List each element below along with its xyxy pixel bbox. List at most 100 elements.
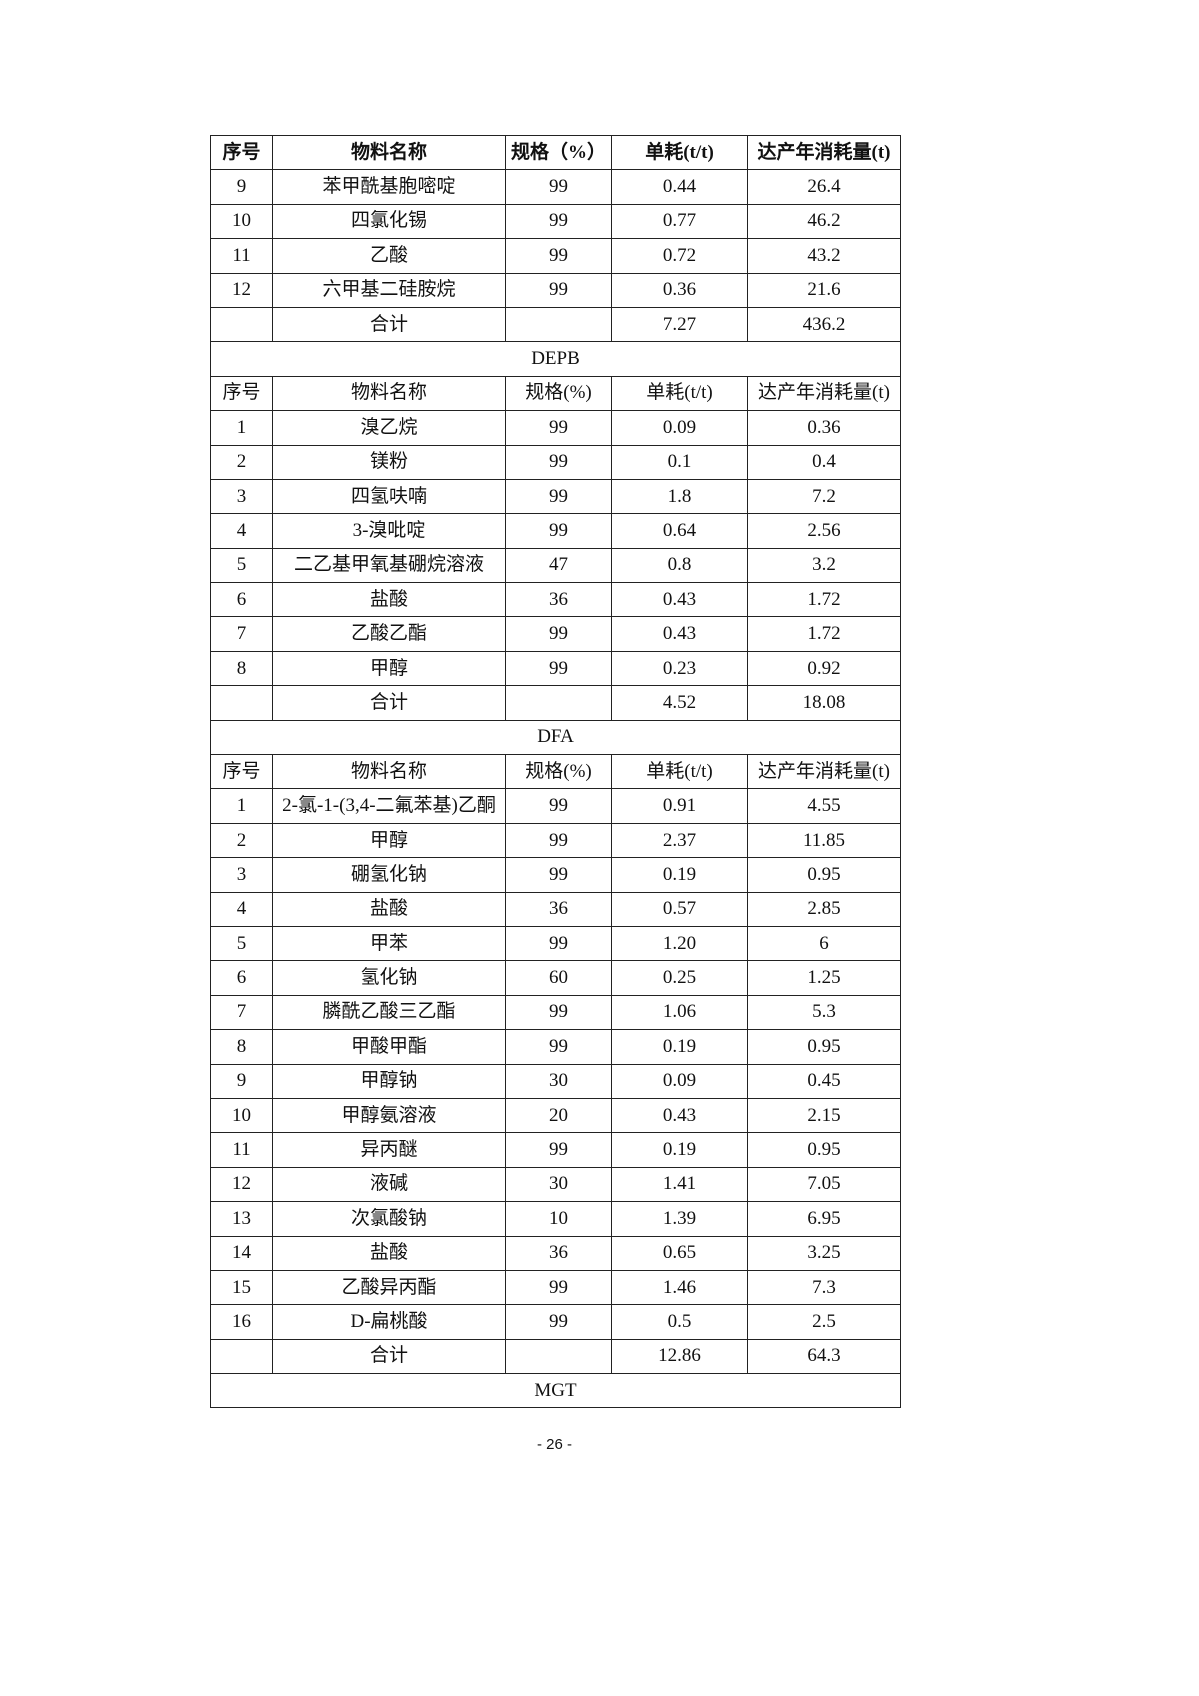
cell: 0.19	[611, 857, 748, 893]
table-row: 1 溴乙烷 99 0.09 0.36	[210, 410, 901, 446]
cell: 8	[210, 1029, 273, 1065]
cell: 甲苯	[272, 925, 506, 962]
cell: 99	[505, 169, 612, 205]
cell: 单耗(t/t)	[611, 375, 748, 412]
page-number: - 26 -	[536, 1436, 572, 1453]
cell: 单耗(t/t)	[611, 754, 748, 790]
table-row: 13 次氯酸钠 10 1.39 6.95	[210, 1201, 901, 1237]
cell: 4	[210, 513, 273, 549]
cell: 3.2	[747, 547, 901, 584]
table-row: 7 膦酰乙酸三乙酯 99 1.06 5.3	[210, 994, 901, 1031]
table-row: 3 硼氢化钠 99 0.19 0.95	[210, 857, 901, 893]
cell: 7.3	[747, 1269, 901, 1306]
cell: D-扁桃酸	[272, 1304, 506, 1340]
cell	[210, 1338, 273, 1375]
cell: 2.15	[747, 1097, 901, 1134]
cell: 达产年消耗量(t)	[747, 134, 901, 171]
header-row: 序号 物料名称 规格(%) 单耗(t/t) 达产年消耗量(t)	[210, 754, 901, 790]
cell: 物料名称	[272, 134, 506, 171]
cell: 规格(%)	[505, 754, 612, 790]
cell: 11	[210, 238, 273, 274]
cell: 2.85	[747, 891, 901, 927]
cell: 0.45	[747, 1063, 901, 1099]
cell: 甲酸甲酯	[272, 1029, 506, 1065]
cell: 99	[505, 925, 612, 962]
cell: 6	[210, 582, 273, 618]
cell: 10	[210, 203, 273, 240]
cell: 8	[210, 650, 273, 687]
table-row: 11 乙酸 99 0.72 43.2	[210, 238, 901, 274]
cell: 99	[505, 272, 612, 308]
cell: 0.36	[611, 272, 748, 308]
cell: 4.55	[747, 788, 901, 824]
cell: 16	[210, 1304, 273, 1340]
cell: 0.43	[611, 1097, 748, 1134]
cell: 1.06	[611, 994, 748, 1031]
cell: 苯甲酰基胞嘧啶	[272, 169, 506, 205]
table-row: 2 镁粉 99 0.1 0.4	[210, 444, 901, 480]
header-row: 序号 物料名称 规格(%) 单耗(t/t) 达产年消耗量(t)	[210, 375, 901, 412]
table-row: 12 六甲基二硅胺烷 99 0.36 21.6	[210, 272, 901, 308]
cell: 2.5	[747, 1304, 901, 1340]
cell: 0.91	[611, 788, 748, 824]
cell: 12	[210, 1166, 273, 1203]
section-title-row: MGT	[210, 1373, 901, 1409]
cell: 99	[505, 513, 612, 549]
total-row: 合计 7.27 436.2	[210, 306, 901, 343]
table-row: 7 乙酸乙酯 99 0.43 1.72	[210, 616, 901, 652]
cell: 9	[210, 1063, 273, 1099]
cell: 次氯酸钠	[272, 1201, 506, 1237]
cell: 99	[505, 478, 612, 515]
table-row: 5 二乙基甲氧基硼烷溶液 47 0.8 3.2	[210, 547, 901, 584]
cell: 合计	[272, 685, 506, 721]
cell: 99	[505, 410, 612, 446]
cell: 20	[505, 1097, 612, 1134]
cell: 14	[210, 1235, 273, 1271]
cell: 0.72	[611, 238, 748, 274]
cell: 1.25	[747, 960, 901, 996]
cell: 11.85	[747, 822, 901, 859]
cell: 甲醇钠	[272, 1063, 506, 1099]
cell: 1.46	[611, 1269, 748, 1306]
cell: 4	[210, 891, 273, 927]
cell: 盐酸	[272, 1235, 506, 1271]
cell	[210, 306, 273, 343]
cell: 0.23	[611, 650, 748, 687]
cell: 1.41	[611, 1166, 748, 1203]
table-row: 12 液碱 30 1.41 7.05	[210, 1166, 901, 1203]
table-row: 11 异丙醚 99 0.19 0.95	[210, 1132, 901, 1168]
cell: 0.4	[747, 444, 901, 480]
cell: 甲醇氨溶液	[272, 1097, 506, 1134]
cell: 5	[210, 547, 273, 584]
cell: 2	[210, 444, 273, 480]
cell: 99	[505, 650, 612, 687]
cell: 甲醇	[272, 650, 506, 687]
section-title-row: DFA	[210, 719, 901, 756]
table-row: 4 盐酸 36 0.57 2.85	[210, 891, 901, 927]
section-title: MGT	[210, 1373, 901, 1409]
cell: 36	[505, 1235, 612, 1271]
cell: 7.27	[611, 306, 748, 343]
cell: 单耗(t/t)	[611, 134, 748, 171]
section-title: DEPB	[210, 341, 901, 377]
table-row: 4 3-溴吡啶 99 0.64 2.56	[210, 513, 901, 549]
cell: 5.3	[747, 994, 901, 1031]
header-row: 序号 物料名称 规格（%） 单耗(t/t) 达产年消耗量(t)	[210, 134, 901, 171]
table-row: 9 苯甲酰基胞嘧啶 99 0.44 26.4	[210, 169, 901, 205]
cell: 0.19	[611, 1132, 748, 1168]
cell: 氢化钠	[272, 960, 506, 996]
cell: 99	[505, 788, 612, 824]
cell: 99	[505, 444, 612, 480]
cell: 0.65	[611, 1235, 748, 1271]
cell: 1	[210, 410, 273, 446]
cell: 3-溴吡啶	[272, 513, 506, 549]
cell: 10	[505, 1201, 612, 1237]
cell: 7	[210, 994, 273, 1031]
cell: 乙酸异丙酯	[272, 1269, 506, 1306]
cell: 0.44	[611, 169, 748, 205]
section-title: DFA	[210, 719, 901, 756]
cell: 四氢呋喃	[272, 478, 506, 515]
total-row: 合计 12.86 64.3	[210, 1338, 901, 1375]
cell: 2.56	[747, 513, 901, 549]
table-row: 10 甲醇氨溶液 20 0.43 2.15	[210, 1097, 901, 1134]
